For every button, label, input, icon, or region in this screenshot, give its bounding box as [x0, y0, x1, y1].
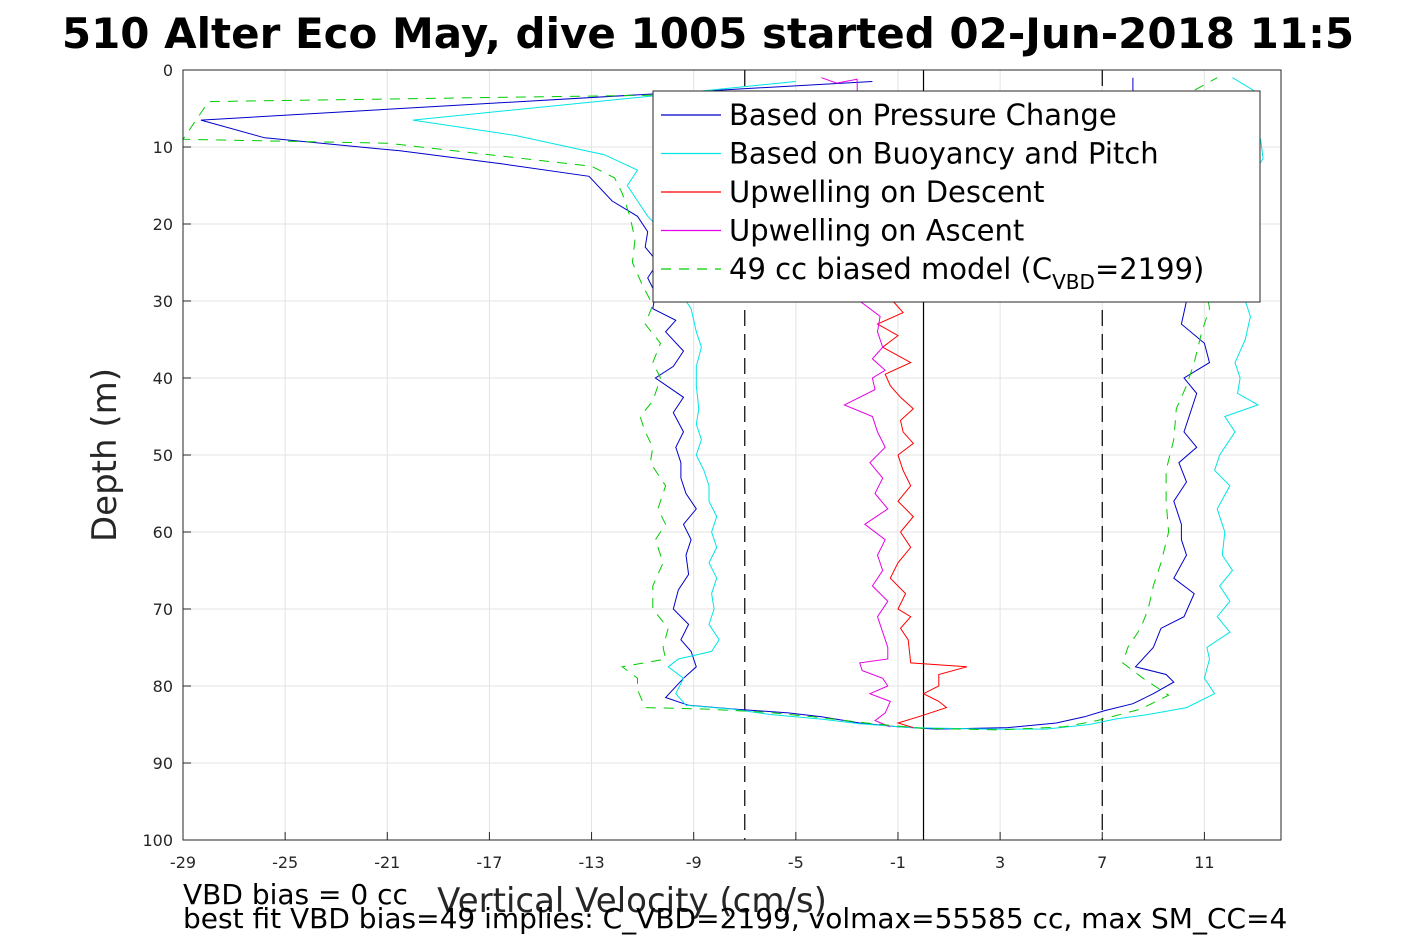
- chart-title: 510 Alter Eco May, dive 1005 started 02-…: [62, 9, 1354, 58]
- y-tick-labels: 0 10 20 30 40 50 60 70 80 90 100: [142, 61, 191, 850]
- x-tick-label: -1: [890, 853, 906, 872]
- legend-subscript: VBD: [1052, 270, 1095, 294]
- footer-line-1: VBD bias = 0 cc: [183, 878, 408, 911]
- y-axis-label: Depth (m): [85, 368, 125, 542]
- y-tick-label: 50: [153, 446, 173, 465]
- x-tick-label: 11: [1194, 853, 1214, 872]
- y-tick-label: 70: [153, 600, 173, 619]
- y-tick-label: 20: [153, 215, 173, 234]
- series-line-4: [821, 77, 891, 728]
- legend-label: Based on Pressure Change: [729, 98, 1117, 132]
- legend-label: Upwelling on Ascent: [729, 214, 1024, 248]
- x-tick-label: -13: [578, 853, 604, 872]
- y-tick-label: 10: [153, 138, 173, 157]
- x-tick-label: -29: [170, 853, 196, 872]
- x-tick-label: 3: [995, 853, 1005, 872]
- series-line-2: [412, 77, 1264, 730]
- footer-line-2: best fit VBD bias=49 implies: C_VBD=2199…: [183, 902, 1287, 935]
- x-tick-label: -17: [476, 853, 502, 872]
- legend: Based on Pressure Change Based on Buoyanc…: [652, 90, 1261, 303]
- y-tick-label: 30: [153, 292, 173, 311]
- legend-box: [652, 90, 1261, 303]
- x-tick-label: 7: [1097, 853, 1107, 872]
- x-tick-label: -25: [272, 853, 298, 872]
- legend-label: Upwelling on Descent: [729, 175, 1045, 209]
- y-tick-label: 100: [142, 831, 173, 850]
- x-tick-label: -9: [686, 853, 702, 872]
- y-tick-label: 80: [153, 677, 173, 696]
- y-tick-label: 0: [163, 61, 173, 80]
- x-tick-labels: -29 -25 -21 -17 -13 -9 -5 -1 3 7 11: [170, 832, 1215, 872]
- series-line-3: [876, 300, 968, 729]
- series-group: [182, 77, 1264, 731]
- x-tick-label: -5: [788, 853, 804, 872]
- legend-suffix: =2199): [1095, 252, 1204, 286]
- y-tick-label: 60: [153, 523, 173, 542]
- series-line-5: [182, 77, 1218, 731]
- y-tick-label: 40: [153, 369, 173, 388]
- series-line-1: [200, 77, 1211, 730]
- x-axis-label: Vertical Velocity (cm/s): [437, 881, 827, 921]
- legend-label: Based on Buoyancy and Pitch: [729, 137, 1159, 171]
- x-tick-label: -21: [374, 853, 400, 872]
- y-tick-label: 90: [153, 754, 173, 773]
